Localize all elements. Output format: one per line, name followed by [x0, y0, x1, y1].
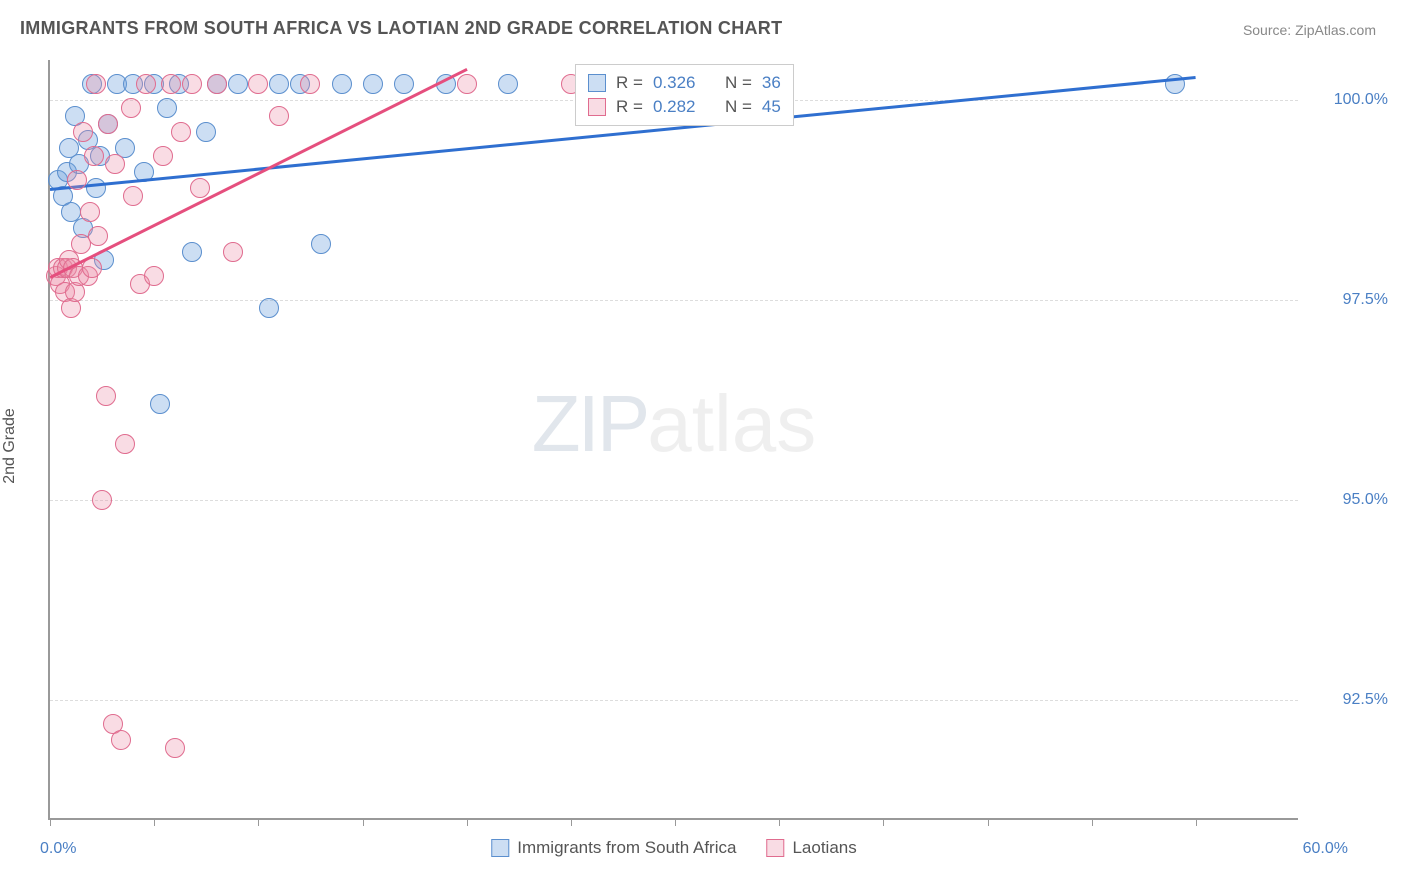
scatter-point	[363, 74, 383, 94]
xtick	[1196, 818, 1197, 826]
stats-value-n: 45	[762, 97, 781, 117]
xtick	[779, 818, 780, 826]
y-axis-label: 2nd Grade	[1, 408, 19, 484]
xtick	[258, 818, 259, 826]
scatter-point	[80, 202, 100, 222]
ytick-label: 95.0%	[1308, 491, 1388, 509]
scatter-point	[248, 74, 268, 94]
stats-label-n: N =	[725, 97, 752, 117]
scatter-point	[311, 234, 331, 254]
gridline	[50, 500, 1298, 501]
gridline	[50, 300, 1298, 301]
scatter-point	[161, 74, 181, 94]
xtick	[571, 818, 572, 826]
source-label: Source: ZipAtlas.com	[1243, 22, 1376, 38]
scatter-point	[144, 266, 164, 286]
xtick	[988, 818, 989, 826]
legend-item: Immigrants from South Africa	[491, 838, 736, 858]
scatter-point	[332, 74, 352, 94]
legend-swatch	[491, 839, 509, 857]
xlabel-right: 60.0%	[1303, 840, 1348, 858]
scatter-point	[121, 98, 141, 118]
xtick	[675, 818, 676, 826]
scatter-point	[394, 74, 414, 94]
scatter-point	[157, 98, 177, 118]
xtick	[883, 818, 884, 826]
stats-box: R = 0.326 N = 36 R = 0.282 N = 45	[575, 64, 794, 126]
scatter-point	[300, 74, 320, 94]
legend-bottom: Immigrants from South Africa Laotians	[491, 838, 856, 858]
chart-container: IMMIGRANTS FROM SOUTH AFRICA VS LAOTIAN …	[0, 0, 1406, 892]
stats-row: R = 0.326 N = 36	[588, 71, 781, 95]
ytick-label: 92.5%	[1308, 691, 1388, 709]
scatter-point	[228, 74, 248, 94]
legend-swatch	[766, 839, 784, 857]
xlabel-left: 0.0%	[40, 840, 76, 858]
gridline	[50, 700, 1298, 701]
scatter-point	[171, 122, 191, 142]
ytick-label: 100.0%	[1308, 91, 1388, 109]
scatter-point	[269, 74, 289, 94]
stats-value-r: 0.282	[653, 97, 696, 117]
legend-label: Immigrants from South Africa	[517, 838, 736, 858]
watermark-zip: ZIP	[532, 379, 647, 468]
legend-swatch	[588, 98, 606, 116]
scatter-point	[88, 226, 108, 246]
legend-swatch	[588, 74, 606, 92]
scatter-point	[136, 74, 156, 94]
scatter-point	[259, 298, 279, 318]
watermark-atlas: atlas	[647, 379, 816, 468]
stats-row: R = 0.282 N = 45	[588, 95, 781, 119]
scatter-point	[92, 490, 112, 510]
xtick	[154, 818, 155, 826]
scatter-point	[207, 74, 227, 94]
scatter-point	[105, 154, 125, 174]
scatter-point	[84, 146, 104, 166]
scatter-point	[457, 74, 477, 94]
legend-label: Laotians	[792, 838, 856, 858]
scatter-point	[190, 178, 210, 198]
scatter-point	[150, 394, 170, 414]
xtick	[50, 818, 51, 826]
stats-value-r: 0.326	[653, 73, 696, 93]
scatter-point	[182, 242, 202, 262]
xtick	[363, 818, 364, 826]
scatter-point	[223, 242, 243, 262]
scatter-point	[153, 146, 173, 166]
stats-value-n: 36	[762, 73, 781, 93]
stats-label-r: R =	[616, 73, 643, 93]
watermark: ZIPatlas	[532, 378, 816, 470]
scatter-point	[86, 74, 106, 94]
xtick	[1092, 818, 1093, 826]
xtick	[467, 818, 468, 826]
stats-label-r: R =	[616, 97, 643, 117]
scatter-point	[115, 434, 135, 454]
scatter-point	[67, 170, 87, 190]
scatter-point	[111, 730, 131, 750]
scatter-point	[498, 74, 518, 94]
ytick-label: 97.5%	[1308, 291, 1388, 309]
legend-item: Laotians	[766, 838, 856, 858]
scatter-point	[182, 74, 202, 94]
scatter-point	[123, 186, 143, 206]
scatter-point	[86, 178, 106, 198]
scatter-point	[269, 106, 289, 126]
plot-area: ZIPatlas 100.0%97.5%95.0%92.5%0.0%60.0%R…	[48, 60, 1298, 820]
scatter-point	[165, 738, 185, 758]
chart-title: IMMIGRANTS FROM SOUTH AFRICA VS LAOTIAN …	[20, 18, 782, 39]
scatter-point	[96, 386, 116, 406]
scatter-point	[98, 114, 118, 134]
scatter-point	[196, 122, 216, 142]
scatter-point	[73, 122, 93, 142]
stats-label-n: N =	[725, 73, 752, 93]
